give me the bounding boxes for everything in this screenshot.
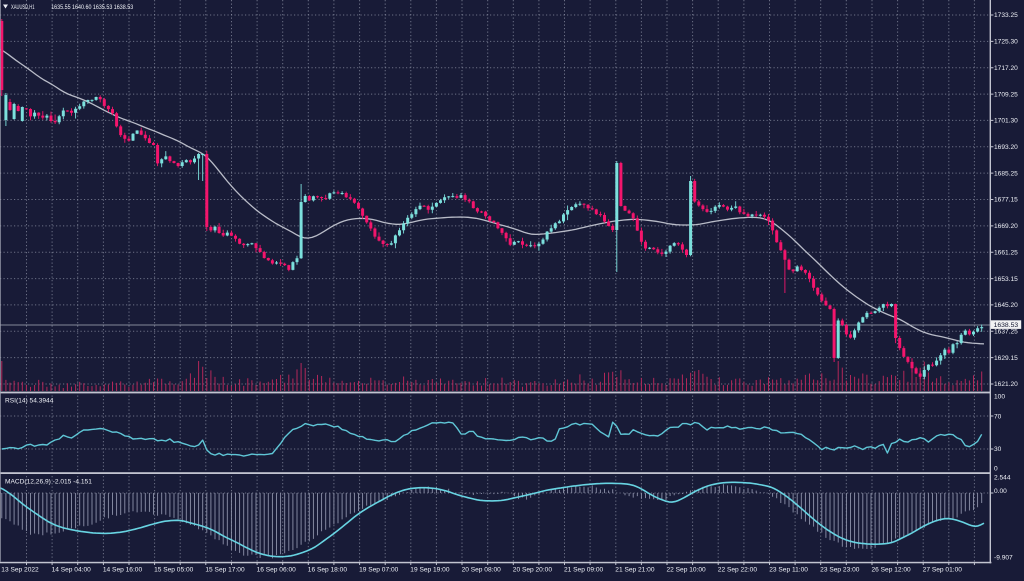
svg-text:16 Sep 18:00: 16 Sep 18:00 — [308, 567, 348, 574]
svg-text:2.544: 2.544 — [994, 475, 1011, 482]
svg-text:19 Sep 19:00: 19 Sep 19:00 — [410, 567, 450, 574]
svg-text:1685.25: 1685.25 — [994, 170, 1018, 177]
svg-text:26 Sep 12:00: 26 Sep 12:00 — [871, 567, 911, 574]
svg-text:15 Sep 17:00: 15 Sep 17:00 — [205, 567, 245, 574]
svg-text:1717.20: 1717.20 — [994, 65, 1018, 72]
svg-text:15 Sep 05:00: 15 Sep 05:00 — [154, 567, 194, 574]
svg-text:1645.20: 1645.20 — [994, 302, 1018, 309]
svg-text:RSI(14) 54.3944: RSI(14) 54.3944 — [5, 398, 54, 405]
svg-text:20 Sep 08:00: 20 Sep 08:00 — [462, 567, 502, 574]
svg-text:21 Sep 09:00: 21 Sep 09:00 — [564, 567, 604, 574]
svg-text:1669.20: 1669.20 — [994, 223, 1018, 230]
svg-text:70: 70 — [994, 413, 1002, 420]
svg-text:30: 30 — [994, 446, 1002, 453]
svg-text:21 Sep 21:00: 21 Sep 21:00 — [615, 567, 655, 574]
svg-text:14 Sep 16:00: 14 Sep 16:00 — [103, 567, 143, 574]
svg-text:14 Sep 04:00: 14 Sep 04:00 — [52, 567, 92, 574]
svg-text:0.00: 0.00 — [994, 488, 1007, 495]
svg-text:1709.25: 1709.25 — [994, 91, 1018, 98]
svg-text:13 Sep 2022: 13 Sep 2022 — [1, 567, 39, 574]
svg-text:22 Sep 10:00: 22 Sep 10:00 — [666, 567, 706, 574]
svg-text:1701.30: 1701.30 — [994, 118, 1018, 125]
svg-text:1653.15: 1653.15 — [994, 276, 1018, 283]
svg-text:1638.53: 1638.53 — [994, 322, 1019, 329]
svg-text:1693.20: 1693.20 — [994, 144, 1018, 151]
svg-text:19 Sep 07:00: 19 Sep 07:00 — [359, 567, 399, 574]
svg-text:1637.25: 1637.25 — [994, 329, 1018, 336]
svg-text:MACD(12,26,9) -2.015 -4.151: MACD(12,26,9) -2.015 -4.151 — [5, 479, 92, 486]
svg-text:23 Sep 11:00: 23 Sep 11:00 — [769, 567, 808, 574]
svg-text:22 Sep 22:00: 22 Sep 22:00 — [718, 567, 758, 574]
svg-text:-9.907: -9.907 — [994, 554, 1013, 561]
svg-text:23 Sep 23:00: 23 Sep 23:00 — [820, 567, 860, 574]
svg-text:1635.55 1640.60 1635.53 1638.5: 1635.55 1640.60 1635.53 1638.53 — [51, 4, 133, 11]
svg-text:0: 0 — [994, 466, 998, 473]
svg-text:1725.30: 1725.30 — [994, 39, 1018, 46]
svg-text:1629.15: 1629.15 — [994, 355, 1018, 362]
svg-text:1661.25: 1661.25 — [994, 249, 1018, 256]
svg-text:1677.15: 1677.15 — [994, 197, 1018, 204]
svg-text:20 Sep 20:00: 20 Sep 20:00 — [513, 567, 553, 574]
svg-text:1621.20: 1621.20 — [994, 381, 1018, 388]
svg-text:16 Sep 06:00: 16 Sep 06:00 — [257, 567, 297, 574]
svg-text:100: 100 — [994, 394, 1005, 401]
svg-text:XAUUSD,H1: XAUUSD,H1 — [11, 4, 35, 11]
svg-text:1733.25: 1733.25 — [994, 12, 1018, 19]
svg-text:27 Sep 01:00: 27 Sep 01:00 — [923, 567, 963, 574]
